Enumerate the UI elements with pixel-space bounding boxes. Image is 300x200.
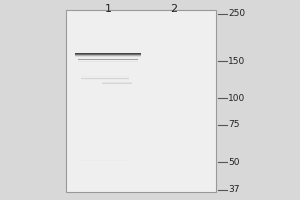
Bar: [75, 56, 141, 57]
Bar: [75, 54, 141, 55]
Bar: [78, 59, 138, 60]
Text: 37: 37: [228, 186, 239, 194]
Bar: [66, 10, 216, 192]
Text: 150: 150: [228, 57, 245, 66]
Text: 75: 75: [228, 120, 239, 129]
Text: 50: 50: [228, 158, 239, 167]
Bar: [78, 61, 138, 62]
Text: 250: 250: [228, 9, 245, 19]
Text: 100: 100: [228, 94, 245, 103]
Bar: [75, 53, 141, 54]
Text: 1: 1: [104, 4, 112, 14]
Bar: [75, 55, 141, 56]
Text: 2: 2: [170, 4, 178, 14]
